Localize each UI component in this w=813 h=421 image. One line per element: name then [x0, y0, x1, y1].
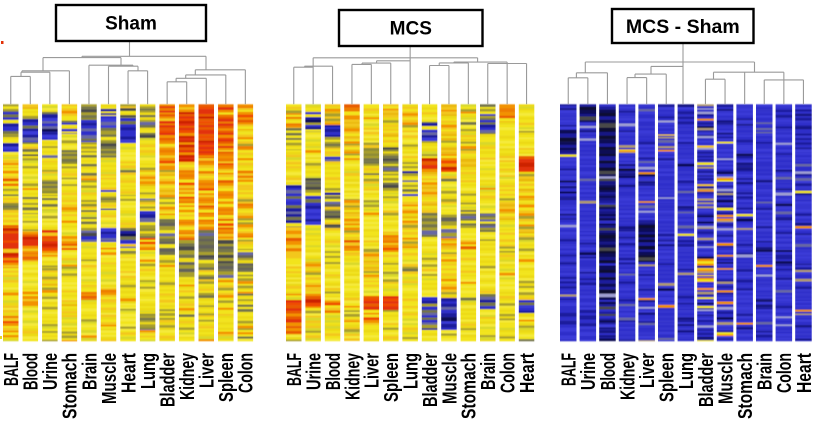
svg-text:Spleen: Spleen — [381, 353, 403, 402]
svg-text:Sham: Sham — [105, 14, 157, 35]
svg-text:Colon: Colon — [236, 353, 258, 393]
svg-text:Colon: Colon — [774, 353, 796, 393]
svg-text:Kidney: Kidney — [617, 352, 639, 400]
svg-text:Heart: Heart — [794, 353, 813, 393]
svg-text:Stomach: Stomach — [60, 353, 82, 419]
svg-text:Brain: Brain — [79, 353, 101, 390]
svg-text:Spleen: Spleen — [657, 353, 679, 402]
svg-text:Kidney: Kidney — [177, 352, 199, 400]
svg-text:Bladder: Bladder — [696, 353, 718, 407]
svg-text:BALF: BALF — [284, 353, 306, 386]
svg-text:Spleen: Spleen — [216, 353, 238, 402]
svg-text:Heart: Heart — [517, 353, 539, 393]
svg-text:Muscle: Muscle — [99, 353, 121, 404]
svg-text:Urine: Urine — [303, 353, 325, 390]
svg-text:Liver: Liver — [637, 353, 659, 388]
svg-text:Lung: Lung — [676, 353, 698, 389]
svg-text:Blood: Blood — [21, 353, 43, 390]
svg-text:Brain: Brain — [755, 353, 777, 390]
svg-text:Colon: Colon — [497, 353, 519, 393]
svg-text:MCS: MCS — [390, 19, 432, 40]
svg-text:BALF: BALF — [559, 353, 581, 386]
svg-text:Lung: Lung — [400, 353, 422, 389]
svg-text:MCS - Sham: MCS - Sham — [626, 16, 740, 38]
svg-text:Muscle: Muscle — [715, 353, 737, 404]
svg-text:Heart: Heart — [118, 353, 140, 393]
svg-text:Liver: Liver — [362, 353, 384, 388]
svg-text:Kidney: Kidney — [342, 352, 364, 400]
svg-text:Stomach: Stomach — [459, 353, 481, 419]
svg-text:Bladder: Bladder — [420, 353, 442, 407]
svg-text:Muscle: Muscle — [439, 353, 461, 404]
svg-text:Urine: Urine — [40, 353, 62, 390]
svg-text:Urine: Urine — [578, 353, 600, 390]
svg-text:Bladder: Bladder — [157, 353, 179, 407]
svg-text:Lung: Lung — [138, 353, 160, 389]
svg-text:BALF: BALF — [1, 353, 23, 386]
svg-text:Stomach: Stomach — [735, 353, 757, 419]
svg-text:Blood: Blood — [598, 353, 620, 390]
svg-text:Liver: Liver — [197, 353, 219, 388]
svg-text:Brain: Brain — [478, 353, 500, 390]
svg-text:Blood: Blood — [323, 353, 345, 390]
